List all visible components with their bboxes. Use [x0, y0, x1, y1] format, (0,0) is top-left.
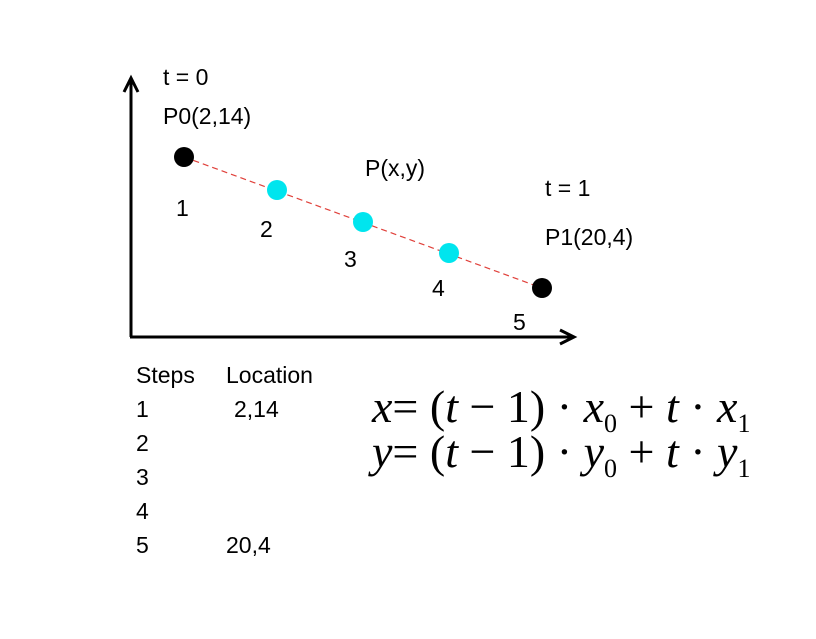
location-cell	[226, 426, 313, 460]
eq-y-sub1: 1	[737, 454, 750, 483]
eq-x-dot: ·	[679, 381, 717, 432]
eq-x-sub0: 0	[604, 409, 617, 438]
table-row: 1 2,14	[128, 392, 313, 426]
point-p0	[174, 147, 194, 167]
eq-x-var1: x	[716, 381, 738, 432]
step-number: 5	[513, 309, 526, 335]
eq-x-var0: x	[583, 381, 605, 432]
point-p1	[532, 278, 552, 298]
general-point-label: P(x,y)	[365, 155, 425, 181]
t0-label: t = 0	[163, 64, 208, 90]
eq-y-open: = (	[392, 426, 445, 477]
location-cell	[226, 460, 313, 494]
point-step-2	[267, 180, 287, 200]
svg-text:y= (t − 1) · y0 + t · y1: y= (t − 1) · y0 + t · y1	[368, 426, 750, 483]
axes	[122, 74, 578, 346]
step-number: 1	[176, 195, 189, 221]
svg-text:x= (t − 1) · x0 + t · x1: x= (t − 1) · x0 + t · x1	[371, 381, 750, 438]
location-cell	[226, 494, 313, 528]
step-cell: 2	[136, 429, 149, 456]
eq-y-t1: t	[445, 426, 459, 477]
table-row: 5 20,4	[128, 528, 313, 562]
header-location: Location	[226, 361, 313, 388]
eq-y-t2: t	[666, 426, 680, 477]
table-header-row: Steps Location	[128, 358, 313, 392]
step-cell: 3	[136, 463, 149, 490]
point-step-3	[353, 212, 373, 232]
point-step-4	[439, 243, 459, 263]
table-row: 2	[128, 426, 313, 460]
step-cell: 5	[136, 531, 149, 558]
step-cell: 1	[136, 395, 149, 422]
t1-label: t = 1	[545, 175, 590, 201]
eq-y-dot: ·	[679, 426, 717, 477]
x-axis-arrowhead	[559, 328, 578, 346]
location-cell: 20,4	[226, 531, 271, 558]
table-row: 3	[128, 460, 313, 494]
eq-x-t1: t	[445, 381, 459, 432]
eq-y-plus: +	[617, 426, 666, 477]
step-number: 4	[432, 275, 445, 301]
eq-x-open: = (	[392, 381, 445, 432]
eq-y-lhs: y	[368, 426, 393, 477]
y-axis-arrowhead	[122, 74, 140, 93]
eq-x-sub1: 1	[737, 409, 750, 438]
eq-y-var0: y	[580, 426, 605, 477]
table-row: 4	[128, 494, 313, 528]
eq-x-plus: +	[617, 381, 666, 432]
step-number: 3	[344, 246, 357, 272]
eq-y-sub0: 0	[604, 454, 617, 483]
eq-x-minus: − 1) ·	[458, 381, 584, 432]
header-steps: Steps	[136, 361, 195, 388]
equation-x: x= (t − 1) · x0 + t · x1	[371, 381, 750, 438]
p0-label: P0(2,14)	[163, 103, 251, 129]
eq-y-minus: − 1) ·	[458, 426, 584, 477]
equation-y: y= (t − 1) · y0 + t · y1	[368, 426, 750, 483]
eq-y-var1: y	[713, 426, 738, 477]
steps-table: Steps Location 1 2,14 2 3 4 5 20,4	[128, 358, 313, 562]
location-cell: 2,14	[234, 395, 279, 422]
eq-x-t2: t	[666, 381, 680, 432]
p1-label: P1(20,4)	[545, 224, 633, 250]
eq-x-lhs: x	[371, 381, 393, 432]
step-cell: 4	[136, 497, 149, 524]
step-number: 2	[260, 216, 273, 242]
